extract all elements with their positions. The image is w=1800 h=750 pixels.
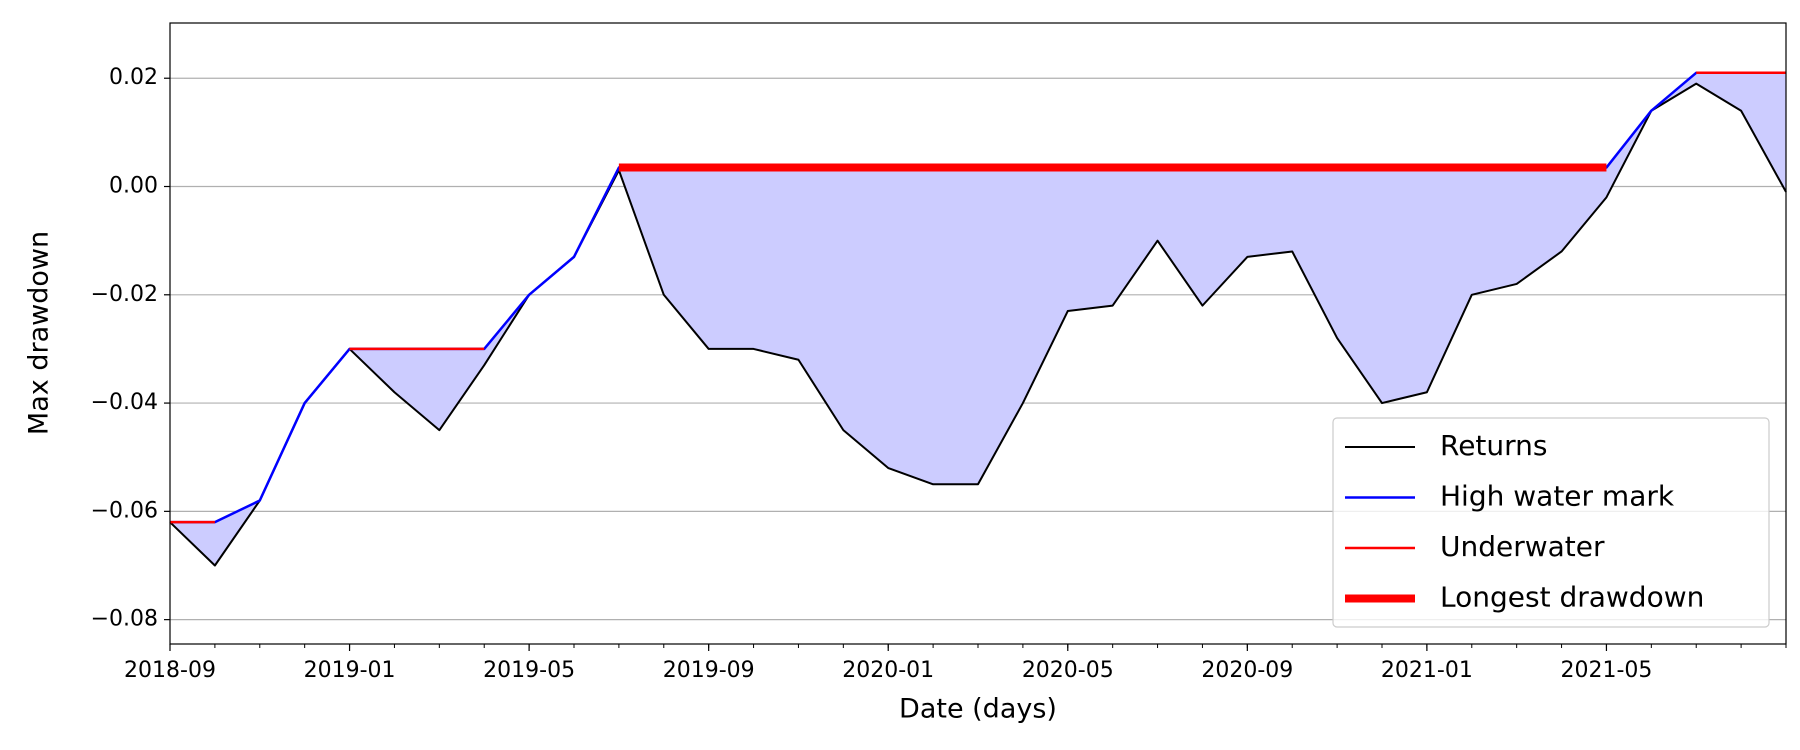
- series-line: [170, 71, 1786, 524]
- legend-box: [1332, 417, 1770, 628]
- x-tick-label: 2018-09: [124, 658, 216, 683]
- legend-label: Returns: [1440, 429, 1548, 462]
- y-tick-label: −0.02: [91, 282, 158, 307]
- legend-label: High water mark: [1440, 480, 1675, 513]
- y-tick-label: 0.00: [109, 174, 158, 199]
- y-tick-label: −0.04: [91, 390, 158, 415]
- y-axis-label: Max drawdown: [24, 231, 55, 435]
- y-tick-label: −0.08: [91, 607, 158, 632]
- y-tick-label: −0.06: [91, 498, 158, 523]
- x-tick-label: 2020-05: [1022, 658, 1114, 683]
- x-axis-label: Date (days): [899, 694, 1057, 725]
- x-tick-label: 2019-05: [483, 658, 575, 683]
- legend: Returns High water mark Underwater Longest …: [1332, 417, 1770, 628]
- legend-label: Underwater: [1440, 530, 1605, 563]
- series-line: [169, 82, 1787, 567]
- x-tick-label: 2021-05: [1560, 658, 1652, 683]
- drawdown-fill: [170, 72, 1786, 566]
- x-tick-label: 2020-09: [1201, 658, 1293, 683]
- x-tick-label: 2021-01: [1381, 658, 1473, 683]
- legend-label: Longest drawdown: [1440, 581, 1704, 614]
- x-tick-label: 2019-01: [304, 658, 396, 683]
- x-tick-label: 2020-01: [842, 658, 934, 683]
- plot-frame: [169, 22, 1787, 645]
- y-tick-label: 0.02: [109, 65, 158, 90]
- x-tick-label: 2019-09: [663, 658, 755, 683]
